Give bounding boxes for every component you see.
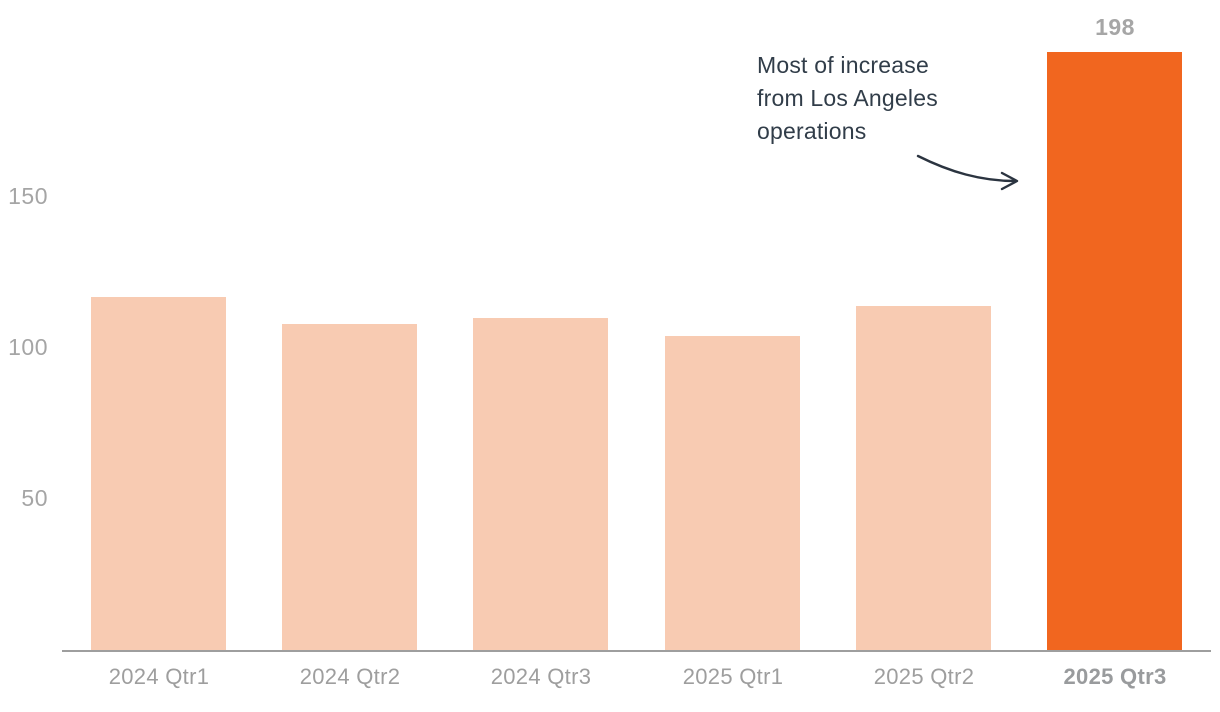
x-axis-label: 2024 Qtr3 — [490, 664, 592, 689]
x-axis-label: 2024 Qtr2 — [299, 664, 401, 689]
y-axis-tick-label: 100 — [8, 334, 48, 360]
x-axis-label: 2025 Qtr2 — [873, 664, 975, 689]
bar-2025-qtr2 — [856, 306, 991, 650]
bar-2024-qtr2 — [282, 324, 417, 650]
x-axis-label: 2025 Qtr3 — [1063, 664, 1167, 689]
y-axis-tick-label: 50 — [21, 485, 48, 511]
bar-2025-qtr1 — [665, 336, 800, 650]
curved-arrow-icon — [916, 154, 1019, 191]
bar-2024-qtr1 — [91, 297, 226, 650]
curved-arrow-stroke — [916, 154, 1019, 191]
y-axis-tick-label: 150 — [8, 183, 48, 209]
x-axis-line — [62, 650, 1211, 652]
annotation-text: Most of increase from Los Angeles operat… — [757, 49, 938, 148]
x-axis-label: 2025 Qtr1 — [682, 664, 784, 689]
bar-value-label: 198 — [1095, 14, 1135, 40]
bar-2024-qtr3 — [473, 318, 608, 650]
annotation-line: Most of increase — [757, 52, 929, 78]
annotation-line: from Los Angeles — [757, 85, 938, 111]
annotation-line: operations — [757, 118, 867, 144]
x-axis-label: 2024 Qtr1 — [108, 664, 210, 689]
bar-2025-qtr3 — [1047, 52, 1182, 650]
